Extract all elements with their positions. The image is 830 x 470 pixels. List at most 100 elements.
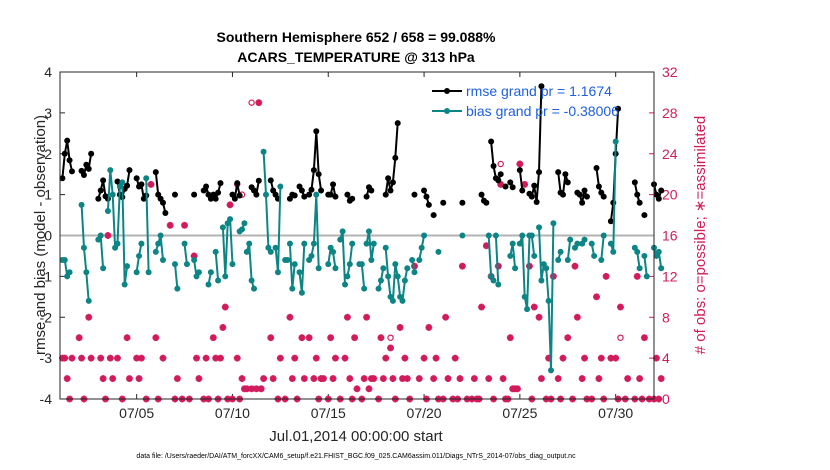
data-point — [236, 192, 243, 199]
y-right-tick-label: 8 — [662, 309, 670, 325]
data-point — [497, 171, 504, 178]
x-tick-label: 07/05 — [119, 405, 154, 421]
legend-rmse-marker — [444, 88, 450, 94]
data-point — [385, 175, 392, 182]
obs-assimilated-marker — [109, 375, 117, 382]
data-point — [119, 179, 126, 186]
data-point — [239, 226, 246, 233]
data-point — [394, 120, 401, 127]
data-point — [581, 236, 588, 243]
data-point — [124, 182, 131, 189]
obs-assimilated-marker — [535, 313, 543, 321]
obs-assimilated-marker — [595, 375, 603, 382]
data-point — [212, 248, 219, 255]
series-line — [245, 242, 255, 289]
obs-assimilated-marker — [217, 354, 224, 362]
obs-assimilated-marker — [147, 181, 155, 188]
data-point — [423, 193, 430, 200]
data-point — [344, 191, 351, 198]
obs-assimilated-marker — [346, 375, 354, 382]
data-point — [267, 177, 274, 184]
y-right-tick-label: 20 — [662, 187, 678, 203]
obs-assimilated-marker — [61, 354, 69, 362]
obs-assimilated-marker — [363, 313, 370, 321]
data-point — [219, 224, 226, 231]
obs-assimilated-marker — [444, 375, 452, 382]
y-right-tick-label: 0 — [662, 391, 670, 407]
x-axis-label: Jul.01,2014 00:00:00 start — [269, 428, 443, 445]
series-line — [174, 264, 179, 289]
obs-assimilated-marker — [260, 375, 267, 382]
obs-assimilated-marker — [320, 375, 327, 382]
obs-assimilated-marker — [506, 334, 514, 342]
series-line — [518, 169, 524, 191]
obs-assimilated-marker — [327, 334, 335, 342]
data-point — [507, 179, 514, 186]
data-point — [83, 269, 90, 276]
data-point — [191, 191, 198, 198]
data-point — [440, 199, 447, 206]
obs-assimilated-marker — [530, 303, 538, 311]
obs-assimilated-marker — [657, 375, 665, 382]
data-point — [66, 157, 73, 164]
data-point — [251, 285, 258, 292]
y-right-tick-label: 28 — [662, 105, 678, 121]
data-point — [459, 199, 466, 206]
data-point — [377, 277, 384, 284]
data-point — [538, 83, 545, 90]
data-point — [342, 281, 349, 288]
obs-assimilated-marker — [329, 375, 337, 382]
y-tick-label: -2 — [40, 309, 53, 325]
data-point — [631, 179, 638, 186]
data-point — [634, 248, 641, 255]
data-point — [100, 177, 107, 184]
obs-possible-marker — [387, 334, 394, 341]
chart-title: Southern Hemisphere 652 / 658 = 99.088% — [217, 29, 497, 45]
obs-assimilated-marker — [370, 375, 378, 382]
data-point — [641, 212, 648, 219]
data-point — [100, 265, 107, 272]
data-point — [411, 269, 418, 276]
obs-assimilated-marker — [420, 354, 428, 362]
data-point — [284, 257, 291, 264]
data-point — [349, 195, 356, 202]
obs-assimilated-marker — [291, 354, 299, 362]
obs-assimilated-marker — [593, 293, 600, 301]
obs-assimilated-marker — [97, 354, 105, 362]
data-point — [272, 244, 279, 251]
data-point — [136, 252, 143, 259]
chart-subtitle: ACARS_TEMPERATURE @ 313 hPa — [237, 49, 475, 65]
data-point — [610, 248, 617, 255]
obs-assimilated-marker — [485, 375, 493, 382]
data-point — [425, 201, 432, 208]
obs-assimilated-marker — [305, 334, 313, 342]
data-point — [227, 216, 234, 223]
data-point — [181, 240, 188, 247]
data-point — [124, 263, 131, 270]
data-point — [557, 248, 564, 255]
series-line — [214, 251, 220, 281]
data-point — [234, 180, 241, 187]
legend-rmse-label: rmse grand pr = 1.1674 — [466, 83, 612, 99]
data-point — [550, 220, 557, 227]
obs-assimilated-marker — [470, 375, 478, 382]
data-point — [375, 285, 382, 292]
obs-assimilated-marker — [63, 375, 71, 382]
data-point — [387, 187, 394, 194]
y-right-tick-label: 32 — [662, 64, 678, 80]
data-point — [306, 191, 313, 198]
y-axis-label: rmse and bias (model - observation) — [32, 115, 49, 355]
series-line — [106, 169, 117, 248]
series-line — [154, 234, 164, 261]
x-tick-label: 07/30 — [598, 405, 633, 421]
y-right-tick-label: 4 — [662, 350, 670, 366]
data-point — [88, 150, 95, 157]
obs-assimilated-marker — [578, 375, 586, 382]
data-point — [524, 306, 531, 313]
obs-possible-marker — [617, 334, 624, 341]
data-point — [159, 257, 166, 264]
obs-assimilated-marker — [377, 334, 385, 342]
series-line — [566, 239, 572, 261]
y-tick-label: -4 — [40, 391, 53, 407]
